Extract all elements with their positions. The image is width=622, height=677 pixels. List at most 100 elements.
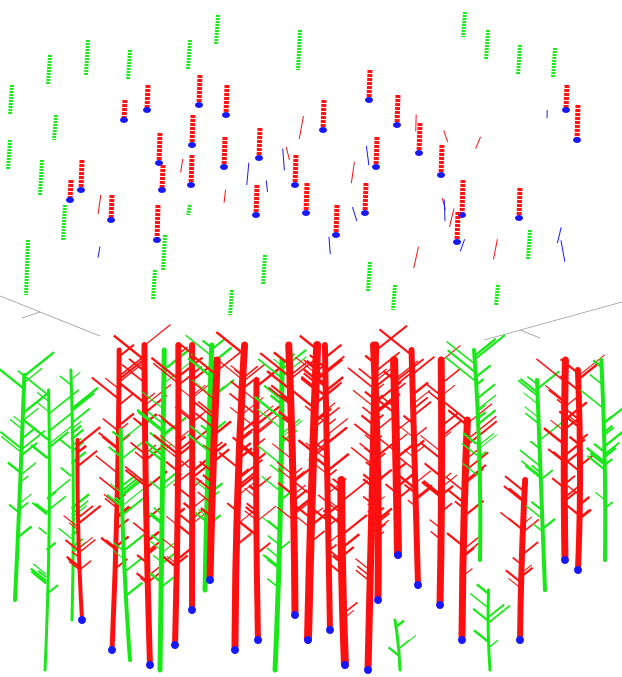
tree-trunk xyxy=(440,360,442,605)
stem-base xyxy=(206,576,214,584)
shrub-point xyxy=(366,146,369,165)
shrub-point xyxy=(286,147,289,160)
tree-branch xyxy=(32,503,47,515)
tree-branch xyxy=(59,528,72,538)
tree-branch xyxy=(388,647,398,655)
shrub-point xyxy=(247,163,249,185)
stem-base xyxy=(291,182,299,188)
top-panel xyxy=(8,12,581,315)
tree-branch xyxy=(24,352,54,376)
tree-branch xyxy=(420,442,441,459)
tree-trunk xyxy=(462,420,467,640)
stem-base xyxy=(372,164,380,170)
shrub-point xyxy=(283,149,285,171)
shrub-point xyxy=(493,239,497,259)
stem-base xyxy=(78,616,86,624)
tree-branch xyxy=(543,519,555,529)
tree-stem xyxy=(457,212,458,242)
tree-stem xyxy=(124,100,125,120)
tree-branch xyxy=(99,433,117,448)
shrub-point xyxy=(414,247,419,269)
tree-trunk xyxy=(341,480,345,665)
tree-branch xyxy=(238,534,251,545)
tree-stem xyxy=(263,255,265,285)
stem-base xyxy=(146,661,154,669)
tree-branch xyxy=(71,393,94,412)
tree-stem xyxy=(226,85,227,115)
tree-stem xyxy=(553,48,555,78)
stem-base xyxy=(562,107,570,113)
stem-base xyxy=(120,117,128,123)
tree-stem xyxy=(147,85,148,110)
tree-branch xyxy=(92,378,118,399)
tree-branch xyxy=(121,422,144,440)
tree-branch xyxy=(31,445,48,458)
axes xyxy=(0,296,622,340)
tree-stem xyxy=(577,105,578,140)
tree-branch xyxy=(163,539,176,550)
stem-base xyxy=(319,127,327,133)
tree-branch xyxy=(520,379,537,393)
stem-base xyxy=(255,155,263,161)
tree-stem xyxy=(224,137,225,167)
tree-branch xyxy=(477,584,489,593)
tree-branch xyxy=(124,499,143,514)
tree-stem xyxy=(528,230,530,260)
stem-base xyxy=(254,636,262,644)
tree-branch xyxy=(126,559,141,571)
stem-base xyxy=(365,97,373,103)
tree-branch xyxy=(268,521,278,529)
tree-branch xyxy=(489,605,504,617)
tree-stem xyxy=(26,240,28,295)
stem-base xyxy=(66,197,74,203)
tree-stem xyxy=(486,30,488,60)
tree-trunk xyxy=(373,345,378,600)
shrub-point xyxy=(352,207,356,221)
tree-branch xyxy=(490,640,498,647)
axis-line xyxy=(0,296,100,336)
tree-branch xyxy=(8,462,20,472)
tree-stem xyxy=(323,100,324,130)
tree-stem xyxy=(518,45,520,75)
shrub-point xyxy=(224,190,225,203)
stem-base xyxy=(171,641,179,649)
tree-stem xyxy=(128,50,130,80)
tree-stem xyxy=(376,137,377,167)
tree-branch xyxy=(48,390,79,414)
tree-branch xyxy=(71,388,98,410)
tree-stem xyxy=(256,185,257,215)
tree-trunk xyxy=(175,345,178,645)
tree-branch xyxy=(521,461,540,477)
tree-branch xyxy=(262,476,279,490)
tree-stem xyxy=(159,133,160,163)
tree-branch xyxy=(267,579,277,587)
tree-branch xyxy=(37,402,48,411)
tree-branch xyxy=(467,421,497,445)
tree-trunk xyxy=(15,375,24,600)
tree-trunk xyxy=(520,480,525,640)
shrub-point xyxy=(266,180,267,191)
stem-base xyxy=(188,142,196,148)
tree-branch xyxy=(267,548,278,557)
tree-stem xyxy=(306,183,307,213)
tree-branch xyxy=(257,506,276,521)
tree-stem xyxy=(8,140,10,170)
tree-branch xyxy=(103,419,117,430)
stem-base xyxy=(252,212,260,218)
tree-branch xyxy=(379,329,411,355)
tree-stem xyxy=(10,85,12,115)
stem-base xyxy=(437,172,445,178)
stem-base xyxy=(341,661,349,669)
stem-base xyxy=(291,611,299,619)
stem-base xyxy=(364,666,372,674)
stem-base xyxy=(361,210,369,216)
shrub-point xyxy=(460,239,464,251)
tree-branch xyxy=(144,325,170,346)
stem-base xyxy=(415,150,423,156)
tree-stem xyxy=(298,30,300,70)
tree-branch xyxy=(79,506,93,517)
tree-branch xyxy=(578,363,599,380)
stem-base xyxy=(187,182,195,188)
tree-branch xyxy=(61,468,72,477)
tree-stem xyxy=(70,180,71,200)
